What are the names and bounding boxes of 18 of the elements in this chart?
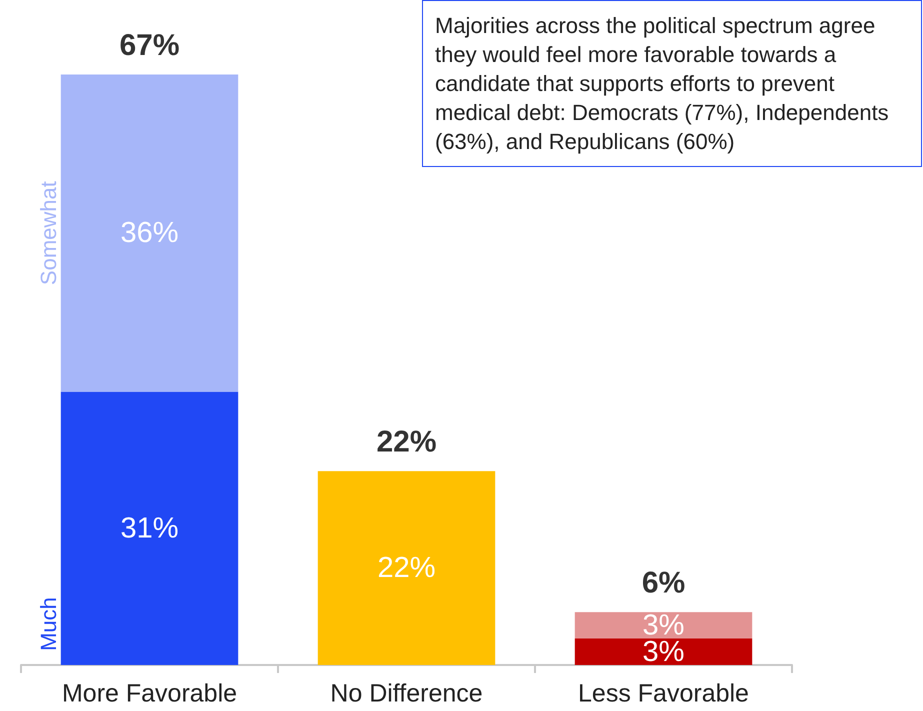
bar — [60, 392, 238, 665]
text: Much — [36, 597, 61, 651]
annotation: Majorities across the political spectrum agree they would feel more favorable towards a candidate that supports efforts to prevent medical debt: Democrats (77%), Independents (63%), and Republicans (60%) — [435, 12, 890, 156]
bar — [60, 74, 238, 392]
x-tick-label: Less Favorable — [578, 680, 749, 708]
bar — [318, 471, 496, 665]
text: Somewhat — [36, 181, 61, 286]
data-label: 22% — [377, 552, 436, 584]
data-label: 36% — [120, 217, 179, 250]
x-tick-label: More Favorable — [62, 680, 238, 708]
bar — [574, 612, 752, 639]
note-box: Majorities across the political spectrum agree they would feel more favorable towards a candidate that supports efforts to prevent medical debt: Democrats (77%), Independents (63%), and Republicans (60%) — [422, 0, 922, 167]
x-tick-label: No Difference — [330, 680, 483, 708]
total-label: 6% — [642, 566, 686, 600]
total-label: 67% — [119, 28, 180, 62]
data-label: 31% — [120, 512, 179, 544]
bar — [574, 638, 752, 665]
total-label: 22% — [376, 426, 437, 459]
